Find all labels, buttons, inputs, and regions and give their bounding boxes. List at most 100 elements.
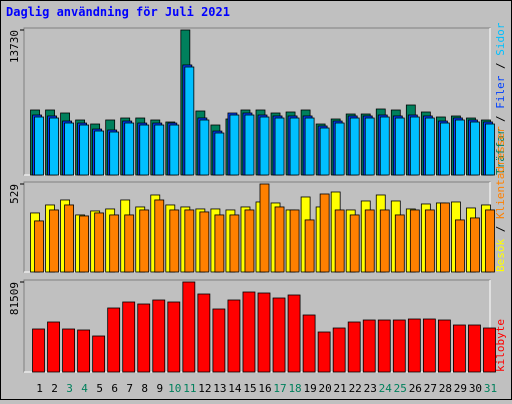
bar (455, 119, 465, 176)
bar (227, 299, 241, 373)
x-tick-label: 10 (168, 382, 181, 395)
bar (439, 122, 450, 176)
bar (334, 122, 345, 176)
bar (34, 220, 44, 273)
bar (392, 319, 406, 373)
bar (468, 324, 481, 373)
x-tick-label: 20 (319, 382, 332, 395)
bar (259, 116, 270, 176)
bar (483, 327, 496, 373)
bar (169, 209, 180, 273)
x-tick-label: 4 (81, 382, 88, 395)
x-tick-label: 21 (334, 382, 347, 395)
bar (274, 117, 285, 176)
x-tick-label: 17 (273, 382, 286, 395)
bar (109, 131, 120, 176)
bar (79, 124, 90, 176)
bar (287, 294, 301, 373)
x-tick-label: 14 (228, 382, 242, 395)
bar (349, 214, 360, 273)
bar (304, 219, 315, 273)
x-tick-label: 2 (51, 382, 58, 395)
bar (349, 117, 360, 176)
bar (199, 119, 210, 176)
bar (334, 209, 345, 273)
bar (47, 321, 60, 373)
bar (154, 199, 165, 273)
x-tick-label: 18 (288, 382, 301, 395)
bar (332, 327, 346, 373)
bar (470, 121, 480, 176)
bar (272, 297, 286, 373)
bar (229, 114, 240, 176)
legend-entry: Filer (494, 75, 507, 108)
bar (199, 211, 210, 273)
bar (439, 202, 450, 273)
legend-entry: kilobyte (494, 319, 507, 372)
bar (409, 209, 420, 273)
x-tick-label: 9 (156, 382, 163, 395)
bar (107, 307, 121, 373)
x-tick-label: 28 (439, 382, 452, 395)
bar (169, 124, 180, 176)
bar (139, 124, 150, 176)
bar (424, 209, 435, 273)
bar (394, 117, 405, 176)
legend: kilobyte (494, 319, 507, 372)
x-tick-label: 16 (258, 382, 271, 395)
bar (212, 308, 226, 373)
bar (242, 291, 256, 373)
bar (32, 328, 45, 373)
bar (347, 321, 361, 373)
bar (167, 301, 181, 373)
bar (122, 301, 136, 373)
x-tick-label: 24 (379, 382, 393, 395)
bar (289, 209, 300, 273)
bar (109, 214, 120, 273)
legend: Träffar / Filer / Sidor (494, 22, 507, 175)
bar (139, 209, 150, 273)
bar (304, 117, 315, 176)
x-tick-label: 11 (183, 382, 196, 395)
bar (77, 329, 91, 373)
bar (244, 114, 255, 176)
bar (94, 130, 105, 176)
bar (407, 318, 421, 373)
legend-separator: / (494, 56, 507, 76)
bar (317, 331, 331, 373)
bar (470, 217, 480, 273)
bar (154, 124, 165, 176)
bar (364, 117, 375, 176)
bar (455, 219, 465, 273)
bar (259, 183, 270, 273)
bar (137, 303, 151, 373)
bar (422, 318, 436, 373)
x-tick-label: 1 (36, 382, 43, 395)
bar (124, 122, 135, 176)
bar (79, 215, 90, 273)
legend-entry: Besök (494, 239, 507, 272)
bar (184, 209, 195, 273)
x-tick-label: 27 (424, 382, 437, 395)
bar (214, 214, 225, 273)
bar (214, 132, 225, 176)
x-tick-label: 23 (364, 382, 377, 395)
bar (485, 123, 495, 176)
bar (424, 117, 435, 176)
legend-separator: / (494, 219, 507, 239)
bar (197, 293, 211, 373)
legend-entry: Sidor (494, 22, 507, 55)
chart-title: Daglig användning för Juli 2021 (6, 5, 230, 19)
x-tick-label: 22 (349, 382, 362, 395)
bar (409, 116, 420, 176)
x-tick-label: 13 (213, 382, 226, 395)
legend-entry: Klientadresser (494, 126, 507, 219)
x-tick-label: 3 (66, 382, 73, 395)
bar (437, 319, 451, 373)
bar (453, 324, 466, 373)
bar (377, 319, 391, 373)
x-tick-label: 6 (111, 382, 118, 395)
x-tick-label: 8 (141, 382, 148, 395)
